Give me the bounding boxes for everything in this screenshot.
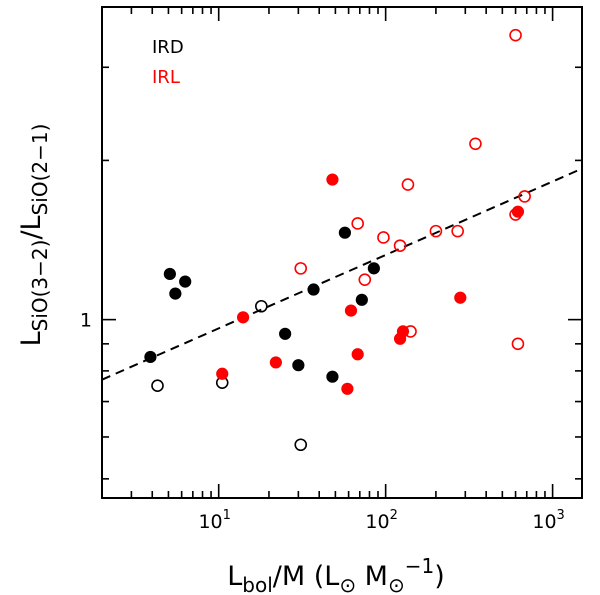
x-tick-label-exponent: 2	[390, 508, 398, 523]
point-ird-filled	[163, 267, 176, 281]
point-irl-open	[511, 337, 525, 351]
x-axis-sun-symbol-1: ⊙	[339, 573, 356, 595]
point-irl-open	[294, 262, 308, 275]
point-irl-open	[401, 178, 415, 191]
point-irl-open	[404, 325, 417, 338]
data-points-layer	[144, 28, 531, 452]
point-irl-open	[429, 224, 443, 238]
y-axis-title-sub1: SiO(3−2)	[28, 240, 52, 332]
point-irl-open	[377, 231, 390, 244]
point-irl-filled	[326, 173, 339, 186]
legend-entry-irl: IRL	[152, 67, 180, 88]
point-ird-open	[255, 299, 268, 313]
point-ird-filled	[179, 275, 192, 288]
x-axis-title-mid: M	[356, 561, 388, 592]
point-irl-open	[393, 239, 407, 252]
x-tick-label-exponent: 3	[557, 508, 565, 523]
point-ird-filled	[279, 327, 292, 340]
point-ird-filled	[367, 262, 380, 275]
point-irl-filled	[236, 311, 250, 324]
point-irl-filled	[341, 382, 354, 395]
point-irl-open	[358, 273, 372, 286]
x-tick-label: 103	[532, 508, 564, 533]
point-irl-open	[509, 28, 522, 42]
y-tick-label: 1	[80, 310, 92, 332]
y-axis-title: LSiO(3−2)/LSiO(2−1)	[16, 124, 52, 347]
fit-line-layer	[101, 167, 583, 381]
x-axis-title-close: )	[434, 561, 445, 592]
x-tick-label: 101	[198, 508, 230, 533]
x-tick-label-base: 10	[532, 511, 556, 533]
point-irl-filled	[269, 356, 282, 369]
point-irl-filled	[351, 348, 364, 361]
ticks-layer	[101, 7, 582, 498]
point-ird-filled	[355, 293, 368, 306]
point-irl-open	[469, 137, 482, 151]
point-ird-filled	[169, 287, 182, 300]
plot-frame	[101, 6, 583, 499]
x-axis-title-sub: bol	[242, 573, 273, 595]
point-ird-filled	[338, 226, 351, 239]
point-ird-filled	[307, 283, 320, 296]
point-irl-open	[518, 190, 531, 203]
legend: IRD IRL	[152, 37, 184, 88]
x-tick-label: 102	[365, 508, 397, 533]
point-irl-filled	[454, 291, 467, 304]
point-irl-filled	[344, 304, 358, 317]
x-tick-label-base: 10	[198, 511, 222, 533]
point-ird-open	[294, 438, 308, 452]
x-tick-label-exponent: 1	[223, 508, 231, 523]
y-axis-title-l1: L	[16, 331, 47, 346]
point-ird-open	[151, 379, 164, 393]
x-axis-sun-symbol-2: ⊙	[388, 573, 405, 595]
x-axis-title-sup: −1	[405, 554, 434, 578]
point-irl-open	[451, 224, 464, 238]
x-axis-title-main: L	[227, 561, 242, 592]
x-axis-title: Lbol/M (L⊙ M⊙−1)	[227, 554, 445, 595]
point-ird-filled	[144, 350, 157, 364]
legend-entry-ird: IRD	[152, 37, 184, 58]
fit-line	[101, 167, 583, 381]
y-axis-title-slash: /L	[16, 215, 47, 239]
point-irl-filled	[216, 367, 229, 380]
point-irl-open	[509, 208, 522, 221]
point-ird-filled	[326, 370, 339, 383]
x-axis-title-tail: /M (L	[273, 561, 340, 592]
point-irl-filled	[511, 205, 525, 218]
y-axis-title-sub2: SiO(2−1)	[28, 124, 52, 216]
x-tick-label-base: 10	[365, 511, 389, 533]
point-ird-filled	[292, 359, 305, 372]
point-irl-open	[351, 217, 364, 230]
